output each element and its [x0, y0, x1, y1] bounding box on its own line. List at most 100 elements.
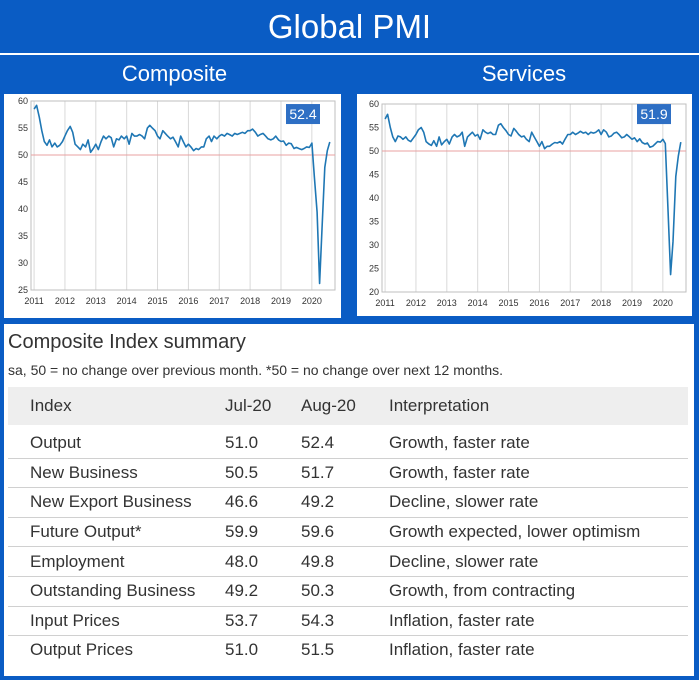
table-row: Output 51.0 52.4 Growth, faster rate — [8, 427, 688, 459]
services-x-tick-label: 2020 — [653, 298, 673, 308]
composite-callout-box — [286, 104, 320, 125]
table-row: New Business 50.5 51.7 Growth, faster rate — [8, 458, 688, 489]
summary-panel: Composite Index summary sa, 50 = no chan… — [4, 324, 694, 676]
cell-interpretation: Decline, slower rate — [389, 487, 688, 518]
header-jul: Jul-20 — [225, 387, 301, 429]
composite-y-tick-label: 40 — [18, 204, 28, 214]
services-plot-area — [381, 103, 687, 293]
cell-aug: 49.8 — [301, 546, 389, 577]
table-header-row: Index Jul-20 Aug-20 Interpretation — [8, 387, 688, 429]
services-x-tick-label: 2012 — [406, 298, 426, 308]
composite-y-tick-label: 45 — [18, 177, 28, 187]
cell-index: Future Output* — [8, 517, 225, 548]
page-title: Global PMI — [267, 8, 432, 45]
title-divider — [0, 53, 699, 55]
services-chart: 2011 2012 2013 2014 2015 2016 2017 2018 2019 2020… — [357, 94, 692, 316]
cell-index: Output Prices — [30, 640, 133, 660]
summary-title: Composite Index summary — [8, 331, 246, 353]
cell-jul: 51.0 — [225, 640, 259, 660]
cell-aug: 52.4 — [301, 427, 389, 459]
summary-note: sa, 50 = no change over previous month. … — [8, 362, 503, 378]
cell-interpretation: Decline, slower rate — [389, 546, 688, 577]
composite-chart-svg: 2011 2012 2013 2014 2015 2016 2017 2018 2019 2020… — [18, 96, 336, 306]
composite-series-line — [33, 104, 331, 285]
cell-aug: 50.3 — [301, 576, 389, 607]
composite-y-tick-label: 50 — [18, 150, 28, 160]
cell-aug: 51.5 — [301, 640, 335, 660]
composite-x-tick-label: 2015 — [148, 296, 168, 306]
composite-y-tick-label: 30 — [18, 258, 28, 268]
services-callout-label: 51.9 — [640, 106, 667, 122]
table-row: Future Output* 59.9 59.6 Growth expected, l… — [8, 517, 688, 548]
services-x-tick-label: 2013 — [437, 298, 457, 308]
composite-callout-label: 52.4 — [289, 106, 316, 122]
header-aug: Aug-20 — [301, 387, 389, 429]
services-x-tick-label: 2016 — [529, 298, 549, 308]
services-x-tick-label: 2015 — [499, 298, 519, 308]
services-y-tick-label: 50 — [369, 146, 379, 156]
services-x-tick-label: 2011 — [375, 298, 394, 308]
table-row: Employment 48.0 49.8 Decline, slower rate — [8, 546, 688, 577]
header-index: Index — [8, 387, 225, 429]
composite-x-tick-label: 2013 — [86, 296, 106, 306]
composite-y-tick-label: 35 — [18, 231, 28, 241]
composite-x-tick-label: 2018 — [240, 296, 260, 306]
composite-x-tick-label: 2011 — [24, 296, 43, 306]
table-row: Outstanding Business 49.2 50.3 Growth, from… — [8, 576, 688, 607]
services-y-tick-label: 60 — [369, 99, 379, 109]
services-y-tick-label: 20 — [369, 287, 379, 297]
services-panel-title: Services — [481, 61, 567, 86]
services-series-line — [384, 113, 682, 276]
composite-y-tick-label: 55 — [18, 123, 28, 133]
cell-aug: 54.3 — [301, 606, 389, 637]
services-y-tick-label: 40 — [369, 193, 379, 203]
composite-y-tick-label: 60 — [18, 96, 28, 106]
composite-panel-title: Composite — [121, 61, 228, 86]
cell-index: Output — [8, 427, 225, 459]
cell-jul: 51.0 — [225, 427, 301, 459]
cell-index: Employment — [8, 546, 225, 577]
composite-x-tick-label: 2019 — [271, 296, 291, 306]
services-x-tick-label: 2017 — [560, 298, 580, 308]
cell-jul: 50.5 — [225, 458, 301, 489]
composite-x-tick-label: 2014 — [117, 296, 137, 306]
table-row: New Export Business 46.6 49.2 Decline, slow… — [8, 487, 688, 518]
services-callout-box — [637, 104, 671, 125]
cell-jul: 49.2 — [225, 576, 301, 607]
composite-chart: 2011 2012 2013 2014 2015 2016 2017 2018 2019 2020… — [4, 94, 341, 318]
cell-index: New Business — [8, 458, 225, 489]
services-y-tick-label: 45 — [369, 170, 379, 180]
table-row: Input Prices 53.7 54.3 Inflation, faster ra… — [8, 606, 688, 637]
services-y-tick-label: 55 — [369, 123, 379, 133]
composite-y-tick-label: 25 — [18, 285, 28, 295]
cell-jul: 48.0 — [225, 546, 301, 577]
cell-aug: 51.7 — [301, 458, 389, 489]
cell-index: Input Prices — [8, 606, 225, 637]
services-x-tick-label: 2019 — [622, 298, 642, 308]
cell-index: Outstanding Business — [8, 576, 225, 607]
cell-jul: 59.9 — [225, 517, 301, 548]
cell-interpretation: Inflation, faster rate — [389, 640, 535, 660]
services-y-tick-label: 25 — [369, 264, 379, 274]
cell-jul: 53.7 — [225, 606, 301, 637]
composite-x-tick-label: 2020 — [302, 296, 322, 306]
cell-interpretation: Growth, from contracting — [389, 576, 688, 607]
cell-jul: 46.6 — [225, 487, 301, 518]
cell-aug: 59.6 — [301, 517, 389, 548]
services-x-tick-label: 2014 — [468, 298, 488, 308]
cell-interpretation: Growth expected, lower optimism — [389, 517, 688, 548]
composite-x-tick-label: 2012 — [55, 296, 75, 306]
table-row: Output Prices 51.0 51.5 Inflation, faster r… — [8, 636, 688, 665]
cell-interpretation: Growth, faster rate — [389, 427, 688, 459]
services-chart-svg: 2011 2012 2013 2014 2015 2016 2017 2018 2019 2020… — [369, 99, 687, 308]
services-y-tick-label: 35 — [369, 217, 379, 227]
cell-index: New Export Business — [8, 487, 225, 518]
composite-x-tick-label: 2017 — [209, 296, 229, 306]
composite-plot-area — [30, 100, 336, 291]
services-x-tick-label: 2018 — [591, 298, 611, 308]
cell-interpretation: Inflation, faster rate — [389, 606, 688, 637]
cell-interpretation: Growth, faster rate — [389, 458, 688, 489]
composite-x-tick-label: 2016 — [178, 296, 198, 306]
summary-table: Index Jul-20 Aug-20 Interpretation Outpu… — [8, 387, 688, 665]
